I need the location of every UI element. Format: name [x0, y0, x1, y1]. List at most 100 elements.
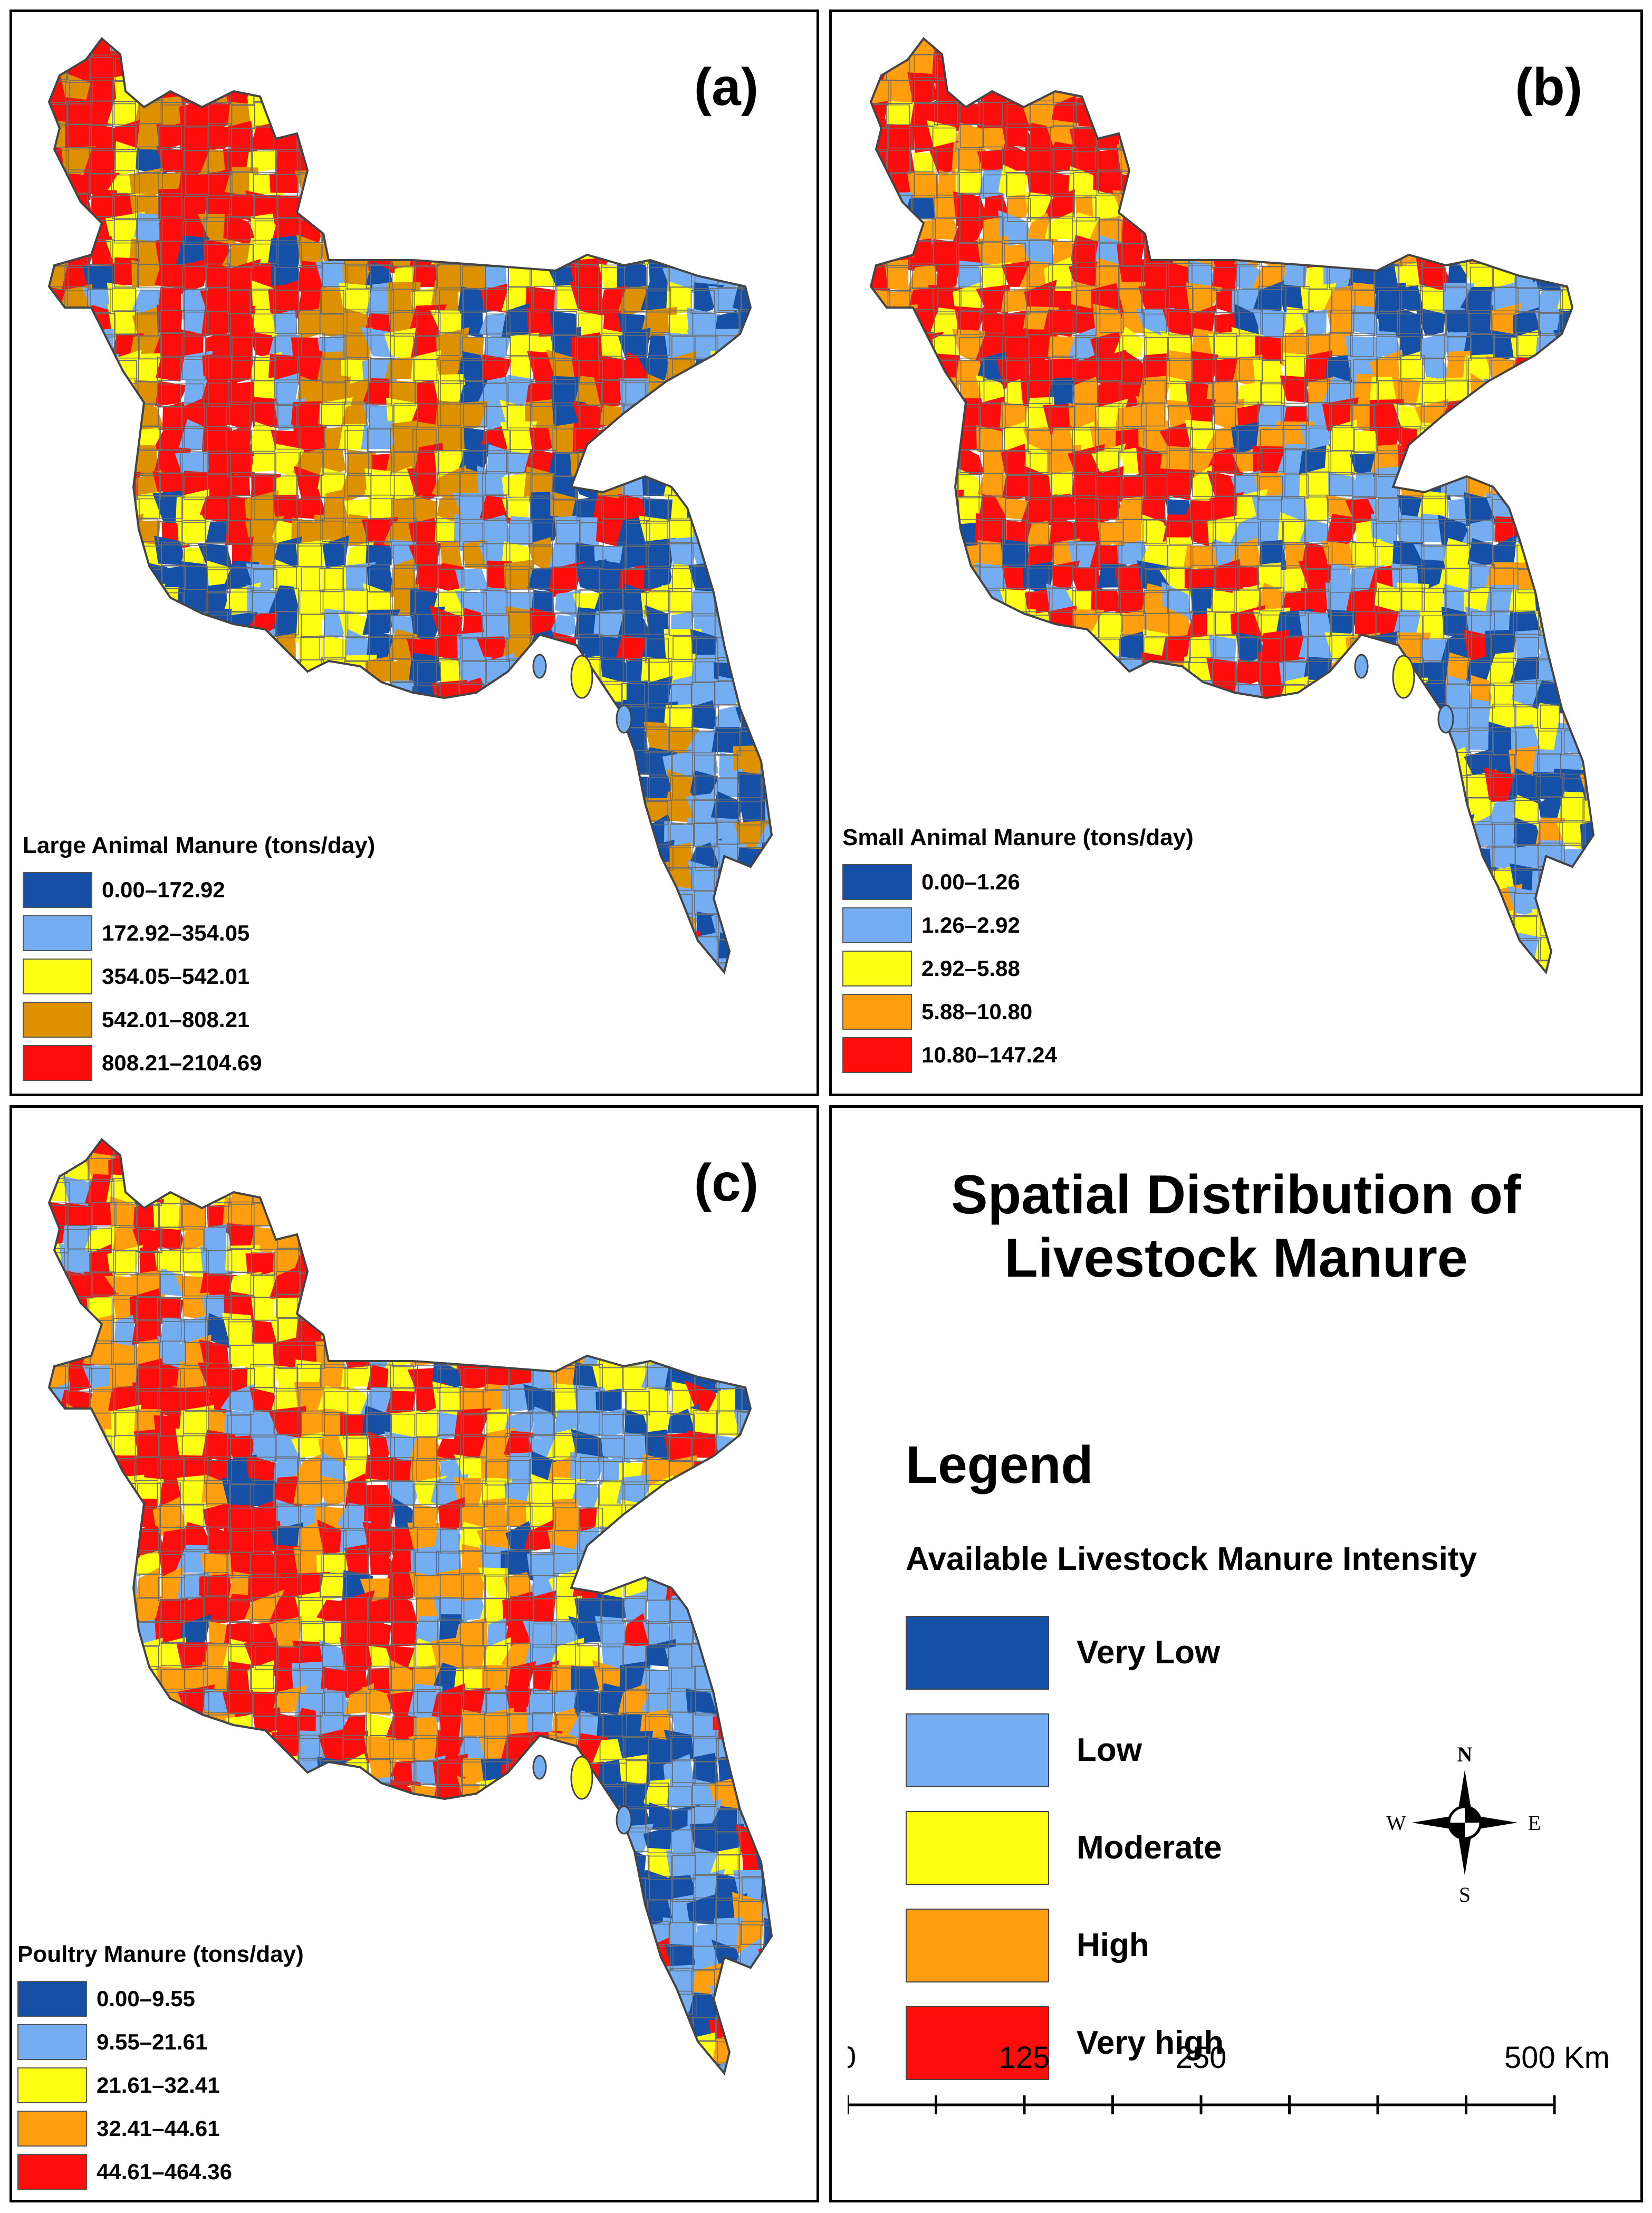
district-boundary	[412, 708, 437, 733]
district-boundary	[602, 216, 627, 241]
district-polygon	[1210, 589, 1239, 616]
district-boundary	[483, 54, 507, 78]
district-boundary	[275, 425, 300, 450]
district-polygon	[1163, 99, 1195, 131]
district-boundary	[871, 777, 888, 802]
district-polygon	[503, 823, 534, 851]
district-boundary	[1516, 39, 1540, 58]
district-polygon	[49, 538, 75, 570]
district-boundary	[344, 56, 369, 81]
district-polygon	[1560, 174, 1593, 198]
district-polygon	[293, 799, 326, 830]
district-boundary	[460, 427, 485, 452]
district-boundary	[1352, 729, 1377, 753]
district-boundary	[510, 356, 534, 381]
district-polygon	[1303, 845, 1331, 876]
district-polygon	[453, 196, 488, 217]
district-polygon	[640, 104, 678, 133]
district-polygon	[1349, 700, 1382, 737]
district-boundary	[1025, 662, 1050, 686]
district-boundary	[343, 150, 368, 175]
district-polygon	[412, 165, 438, 195]
district-boundary	[649, 428, 673, 453]
district-polygon	[662, 74, 695, 111]
district-boundary	[1514, 449, 1538, 474]
district-polygon	[871, 356, 890, 389]
district-boundary	[228, 128, 253, 152]
district-polygon	[1415, 908, 1454, 944]
district-boundary	[368, 541, 392, 566]
district-boundary	[647, 151, 671, 175]
district-polygon	[385, 126, 415, 152]
district-boundary	[133, 684, 158, 708]
district-polygon	[1530, 402, 1568, 435]
district-boundary	[510, 799, 534, 823]
district-boundary	[669, 727, 693, 751]
district-boundary	[459, 80, 484, 104]
district-boundary	[669, 845, 694, 869]
district-boundary	[1422, 39, 1446, 55]
district-polygon	[230, 655, 253, 691]
district-polygon	[1091, 443, 1126, 472]
district-boundary	[460, 172, 485, 197]
district-boundary	[276, 750, 301, 774]
district-boundary	[1420, 170, 1445, 195]
district-polygon	[1280, 635, 1305, 664]
district-boundary	[113, 637, 138, 662]
district-polygon	[156, 629, 190, 657]
district-boundary	[367, 591, 391, 616]
district-boundary	[1262, 752, 1286, 777]
district-polygon	[477, 119, 510, 149]
legend-range: 354.05–542.01	[102, 964, 250, 989]
district-polygon	[523, 705, 561, 736]
district-boundary	[529, 104, 554, 128]
district-boundary	[506, 847, 531, 871]
district-boundary	[135, 290, 160, 315]
district-boundary	[763, 613, 772, 638]
district-boundary	[114, 659, 139, 684]
district-boundary	[487, 333, 511, 358]
district-polygon	[574, 954, 604, 972]
district-boundary	[602, 546, 627, 570]
district-boundary	[160, 661, 185, 685]
district-polygon	[362, 39, 392, 64]
district-polygon	[1280, 375, 1311, 403]
district-polygon	[1186, 94, 1216, 130]
district-boundary	[1491, 197, 1515, 222]
district-polygon	[1044, 702, 1078, 730]
district-polygon	[510, 39, 536, 62]
district-boundary	[554, 613, 579, 638]
district-boundary	[1562, 638, 1587, 663]
district-boundary	[343, 100, 368, 125]
district-boundary	[184, 196, 208, 221]
district-boundary	[459, 522, 484, 547]
district-boundary	[49, 587, 70, 612]
district-polygon	[1095, 792, 1120, 821]
district-polygon	[1578, 446, 1593, 483]
district-polygon	[952, 213, 989, 245]
district-polygon	[647, 373, 677, 413]
district-polygon	[530, 145, 559, 177]
district-boundary	[1443, 148, 1468, 173]
district-boundary	[1447, 197, 1472, 222]
district-boundary	[182, 266, 206, 291]
district-boundary	[914, 474, 938, 499]
district-boundary	[323, 39, 348, 58]
district-polygon	[1252, 770, 1291, 804]
district-boundary	[136, 218, 160, 243]
district-boundary	[529, 821, 553, 846]
district-polygon	[316, 146, 347, 170]
district-boundary	[762, 127, 772, 152]
district-boundary	[1563, 219, 1588, 244]
district-polygon	[952, 39, 991, 65]
district-boundary	[158, 126, 182, 150]
district-polygon	[1330, 49, 1353, 85]
district-boundary	[888, 124, 913, 149]
district-boundary	[914, 682, 938, 706]
district-boundary	[205, 519, 229, 543]
district-polygon	[1302, 778, 1338, 800]
district-boundary	[273, 495, 297, 520]
district-boundary	[343, 335, 368, 360]
district-boundary	[529, 39, 554, 55]
district-polygon	[1529, 142, 1565, 181]
